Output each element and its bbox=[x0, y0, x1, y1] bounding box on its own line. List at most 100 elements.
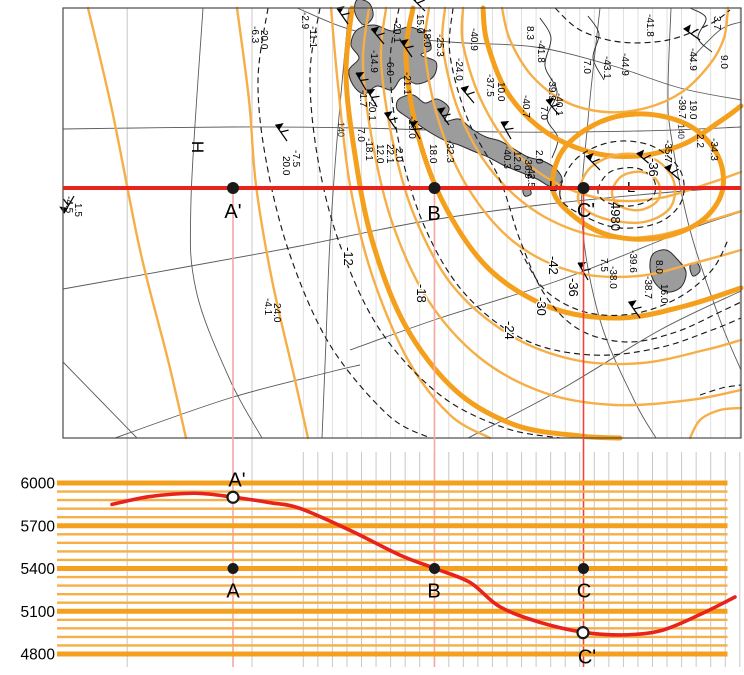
profile-point-label: A' bbox=[228, 469, 245, 491]
temperature-contour bbox=[699, 384, 742, 396]
station-value: 2.0 bbox=[393, 148, 404, 162]
height-contour-thick bbox=[343, 5, 623, 441]
wind-barb-icon bbox=[275, 123, 289, 142]
station-value: 20.0 bbox=[280, 156, 291, 176]
y-axis-tick-label: 4800 bbox=[21, 647, 56, 664]
station-value: 6.0 bbox=[384, 62, 395, 76]
temperature-contour bbox=[559, 140, 685, 229]
graticule-line bbox=[581, 7, 657, 439]
station-value: 9.0 bbox=[718, 55, 729, 69]
station-value: 7.0 bbox=[355, 128, 366, 142]
height-contour-thin bbox=[576, 152, 677, 225]
profile-point-dot bbox=[429, 563, 440, 574]
station-value: 8.0 bbox=[653, 260, 664, 274]
coastline bbox=[689, 7, 713, 53]
station-value: -38.0 bbox=[607, 266, 618, 289]
wind-barb-icon bbox=[400, 39, 414, 58]
graticule-line bbox=[114, 364, 361, 439]
height-contour-thick bbox=[480, 5, 744, 160]
station-value: 15.0 bbox=[414, 14, 425, 34]
station-value: 16.0 bbox=[658, 284, 669, 304]
station-value: -4.5 bbox=[63, 196, 74, 214]
wind-barb-icon bbox=[664, 163, 681, 181]
profile-markers: A B C A' C' bbox=[226, 469, 596, 668]
station-value: -40.1 bbox=[553, 93, 564, 116]
station-value: -18.1 bbox=[363, 138, 374, 161]
station-value: 12.0 bbox=[374, 144, 385, 164]
wind-barbs bbox=[59, 0, 701, 319]
height-contour-thin bbox=[329, 6, 492, 440]
height-contour-thin bbox=[379, 6, 743, 366]
wind-barb-icon bbox=[409, 120, 423, 140]
height-level-lines bbox=[57, 480, 728, 657]
temperature-contours-dashed bbox=[257, 7, 742, 439]
station-value: 24.0 bbox=[271, 303, 282, 323]
temperature-contour bbox=[448, 7, 742, 343]
section-point-label: C' bbox=[577, 200, 595, 222]
station-value: -41.8 bbox=[535, 40, 546, 63]
wind-barb-icon bbox=[500, 120, 514, 140]
profile-point-circle bbox=[576, 626, 590, 640]
temperature-contour bbox=[519, 239, 729, 317]
temperature-contour bbox=[554, 7, 731, 44]
longitude-label: 140 bbox=[336, 122, 346, 137]
wind-barb-icon bbox=[545, 97, 560, 116]
height-contour-thin bbox=[500, 6, 730, 114]
cross-section-points: A' B C' bbox=[224, 182, 595, 225]
contour-label: -42 bbox=[546, 256, 561, 275]
station-value: -34.3 bbox=[708, 138, 719, 161]
station-value: -42.5 bbox=[525, 165, 536, 188]
height-contour-thin bbox=[460, 6, 743, 203]
wind-barb-icon bbox=[628, 300, 642, 319]
station-value: -39.6 bbox=[627, 250, 638, 273]
station-value: -4.1 bbox=[262, 298, 273, 316]
contour-label: -30 bbox=[534, 297, 549, 316]
profile-point-label: C' bbox=[578, 647, 596, 669]
height-contours bbox=[86, 5, 744, 441]
station-values: -4.51.5-6.320.0-7.520.0-4.124.0-2.9-11.1… bbox=[63, 12, 729, 323]
graticule-line bbox=[321, 7, 350, 439]
height-contour-thin bbox=[361, 6, 743, 407]
section-point-label: B bbox=[427, 203, 440, 225]
coastline bbox=[587, 15, 605, 81]
station-value: -32.3 bbox=[444, 140, 455, 163]
wind-barb-icon bbox=[585, 153, 601, 171]
profile-point-label: C bbox=[577, 581, 591, 603]
wind-barb-icon bbox=[577, 261, 591, 281]
height-profile-panel: 6000 5700 5400 5100 4800 A B C A' C' bbox=[21, 469, 737, 669]
station-value: 10.0 bbox=[495, 82, 506, 102]
station-value: -29.0 bbox=[406, 116, 417, 139]
contour-label: -18 bbox=[414, 284, 429, 303]
height-contour-thin bbox=[423, 6, 743, 279]
station-value: -35.7 bbox=[662, 140, 673, 163]
dashed-contour-labels: -12 -18 -24 -30 -36 -42 -36 bbox=[340, 157, 663, 341]
station-value: -7.5 bbox=[290, 150, 301, 168]
landmass bbox=[353, 0, 374, 26]
station-value: 7.0 bbox=[581, 60, 592, 74]
station-value: 2.0 bbox=[533, 150, 544, 164]
wind-barb-icon bbox=[437, 107, 451, 126]
graticule-line bbox=[189, 7, 263, 439]
contour-label: -36 bbox=[646, 158, 661, 177]
longitude-label: 140 bbox=[676, 124, 686, 139]
graticule-line bbox=[62, 186, 742, 290]
station-value: 20.0 bbox=[258, 30, 269, 50]
station-value: 18.0 bbox=[427, 144, 438, 164]
station-value: -2.9 bbox=[299, 12, 310, 30]
station-value: -40.7 bbox=[520, 95, 531, 118]
station-value: -11.1 bbox=[307, 26, 318, 48]
height-contour-thin bbox=[610, 170, 662, 212]
contour-label: -24 bbox=[502, 321, 517, 340]
vertical-gridlines bbox=[126, 8, 741, 667]
wind-barb-icon bbox=[355, 71, 369, 91]
wind-barb-icon bbox=[366, 88, 380, 108]
station-value: 22.1 bbox=[384, 144, 395, 164]
profile-point-dot bbox=[578, 563, 589, 574]
section-point-dot bbox=[577, 182, 590, 194]
station-value: -14.9 bbox=[368, 50, 379, 73]
station-value: -6.3 bbox=[249, 26, 260, 44]
map-connector-lines bbox=[232, 192, 585, 667]
station-value: -40.3 bbox=[501, 146, 512, 169]
station-value: -20.1 bbox=[366, 98, 377, 121]
